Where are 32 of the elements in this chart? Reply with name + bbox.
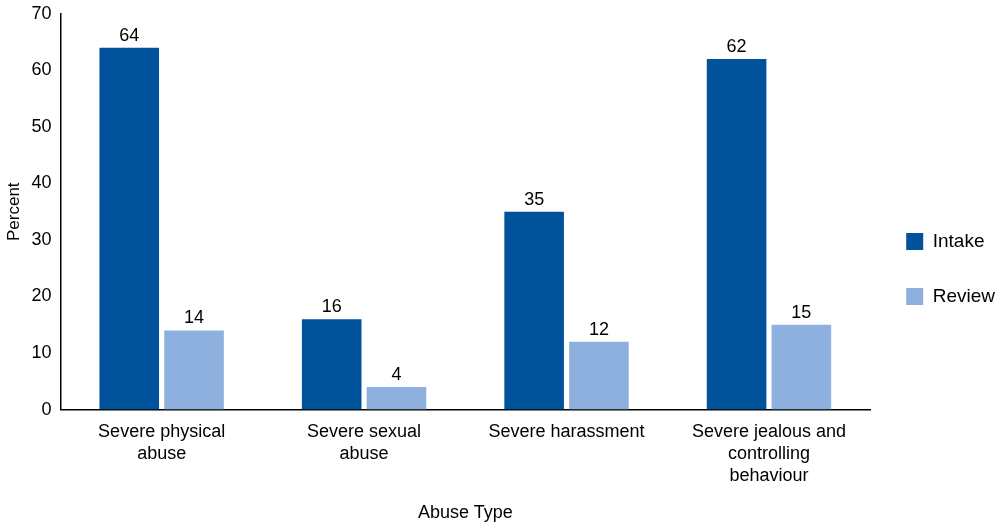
x-axis-title: Abuse Type	[417, 502, 513, 523]
data-label: 14	[184, 307, 205, 328]
y-tick-label: 50	[31, 115, 52, 136]
data-label: 64	[119, 24, 140, 45]
bar	[164, 330, 224, 410]
legend-label: Intake	[932, 229, 985, 251]
data-label: 12	[588, 318, 609, 339]
y-axis-title: Percent	[3, 182, 23, 241]
x-tick-label: Severe harassment	[488, 421, 645, 442]
bar	[504, 211, 564, 410]
y-tick-label: 10	[31, 342, 52, 363]
bar	[301, 319, 362, 410]
x-tick-label: Severe jealous and controlling behaviour	[691, 421, 847, 485]
data-label: 4	[391, 363, 402, 384]
bar	[366, 386, 427, 410]
bar	[706, 59, 767, 410]
y-tick-label: 70	[31, 2, 52, 23]
data-label: 62	[726, 36, 747, 56]
y-tick-label: 30	[31, 228, 52, 249]
data-label: 35	[524, 188, 545, 209]
y-tick-label: 0	[41, 398, 52, 419]
data-label: 16	[321, 296, 342, 317]
y-tick-label: 40	[31, 172, 52, 193]
x-tick-label: Severe sexual abuse	[307, 421, 422, 463]
data-label: 15	[791, 301, 812, 322]
x-tick-label: Severe physical abuse	[98, 421, 226, 463]
bar	[771, 324, 832, 410]
bar	[569, 341, 629, 410]
legend-label: Review	[932, 284, 996, 306]
y-tick-label: 60	[31, 59, 52, 80]
bar	[99, 47, 160, 410]
y-tick-label: 20	[31, 285, 52, 306]
